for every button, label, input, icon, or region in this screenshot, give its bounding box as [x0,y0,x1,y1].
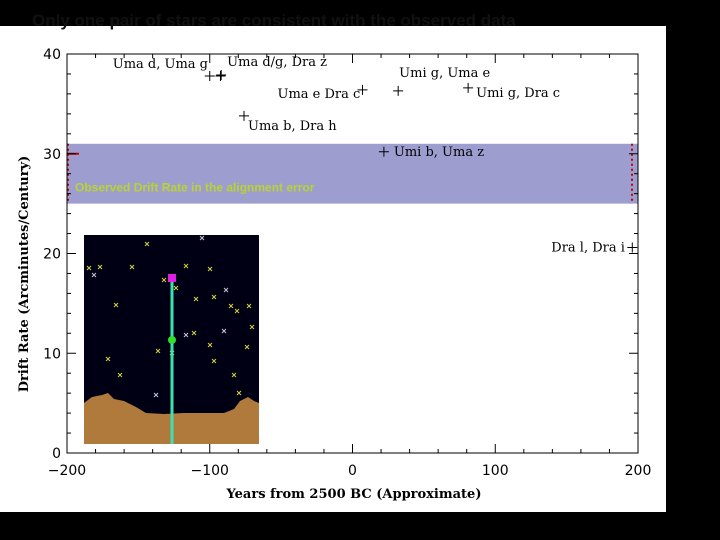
inset-star [223,287,229,293]
right-margin [666,0,720,540]
data-point [216,69,227,80]
inset-star [117,372,123,378]
bottom-margin [0,512,720,540]
x-tick-label: 0 [348,463,357,479]
data-point-label: Uma d, Uma g [113,57,208,72]
inset-star [199,235,205,241]
data-point [204,70,215,81]
data-point [357,84,368,95]
inset-star [155,348,161,354]
inset-star [236,390,242,396]
data-point-label: Dra l, Dra i [551,241,625,256]
inset-star [211,358,217,364]
x-tick-label: −100 [191,463,229,479]
inset-star [207,342,213,348]
inset-star [173,285,179,291]
inset-star [246,303,252,309]
inset-star [234,308,240,314]
data-point [627,242,638,253]
y-tick-label: 10 [43,346,61,362]
data-point-pair [215,70,226,81]
data-point [378,146,389,157]
inset-marker-top [168,274,176,282]
data-point-label: Uma d/g, Dra z [227,55,327,70]
y-axis-label: Drift Rate (Arcminutes/Century) [17,156,32,393]
data-point-label: Uma b, Dra h [248,119,337,134]
inset-star [211,294,217,300]
y-tick-label: 30 [43,147,61,163]
slide-title: Only one pair of stars are consistent wi… [32,11,516,30]
inset-star [249,324,255,330]
inset-star [86,265,92,271]
inset-star [228,303,234,309]
data-point-label: Umi b, Uma z [394,145,484,160]
inset-marker-mid [168,336,176,344]
x-tick-label: 200 [625,463,652,479]
title-bar [0,0,720,26]
inset-star [221,328,227,334]
inset-star [207,266,213,272]
inset-star [113,302,119,308]
data-point [463,82,474,93]
inset-star [191,330,197,336]
data-point [239,110,250,121]
band-label: Observed Drift Rate in the alignment err… [75,181,315,195]
inset-star [183,263,189,269]
y-tick-label: 40 [43,47,61,63]
inset-star [97,264,103,270]
y-tick-label: 0 [52,446,61,462]
inset-star [144,241,150,247]
inset-star [244,344,250,350]
data-point-label: Umi g, Uma e [399,66,490,81]
inset-star [231,372,237,378]
data-point [393,85,404,96]
data-point-label: Umi g, Dra c [476,86,560,101]
x-tick-label: 100 [482,463,509,479]
inset-star [193,296,199,302]
inset-star [183,332,189,338]
inset-star [91,272,97,278]
data-point-label: Uma e Dra c [277,87,360,102]
x-tick-label: −200 [48,463,86,479]
chart-panel: Observed Drift Rate in the alignment err… [0,26,666,512]
scatter-chart: Observed Drift Rate in the alignment err… [17,47,652,502]
inset-star [153,392,159,398]
x-axis-label: Years from 2500 BC (Approximate) [226,487,482,502]
observed-band [67,143,638,204]
inset-star [161,277,167,283]
inset-star [105,356,111,362]
inset-star [129,264,135,270]
y-tick-label: 20 [43,247,61,263]
